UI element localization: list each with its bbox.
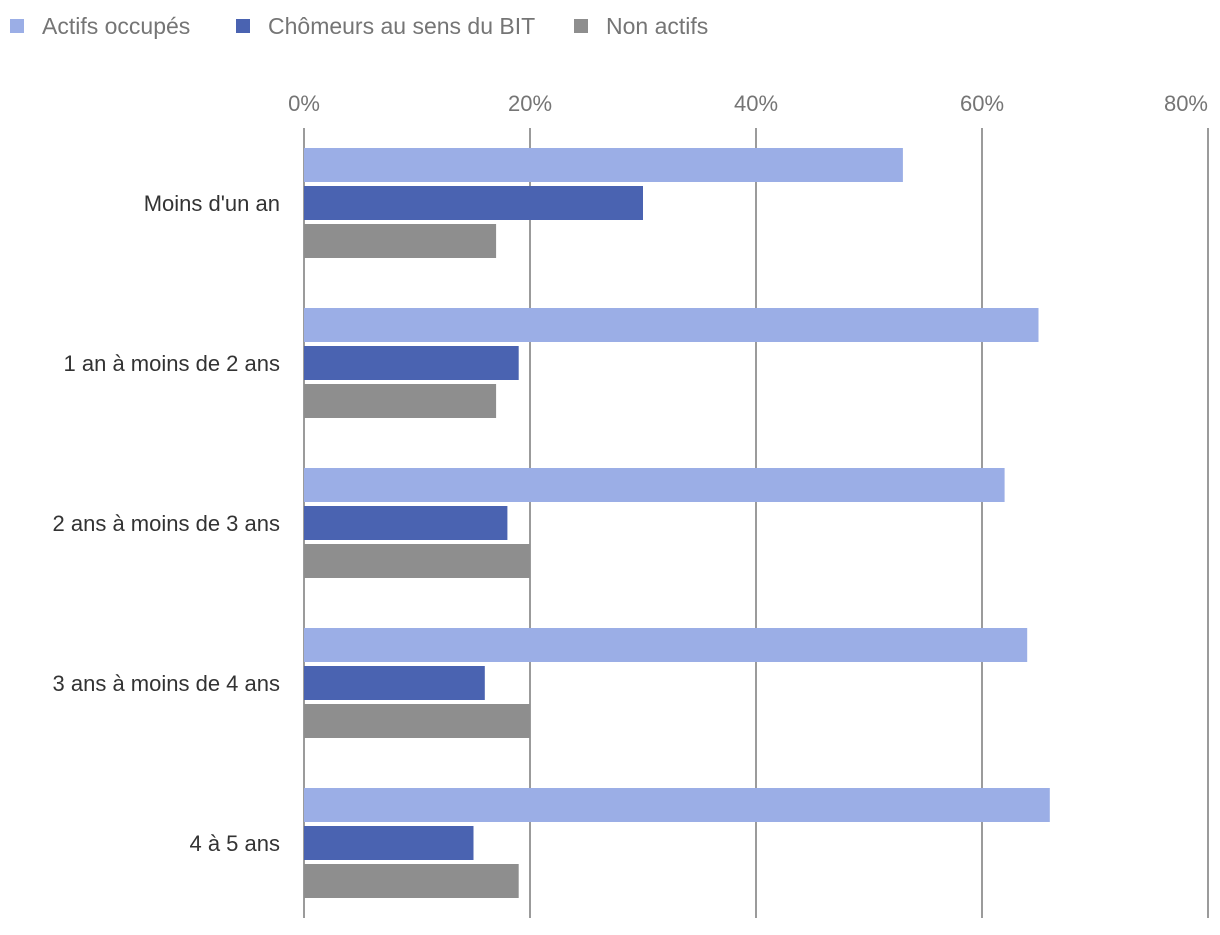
legend-swatch-2 [236, 19, 250, 33]
x-tick-label: 80% [1164, 91, 1208, 116]
bar-3-4 [304, 704, 530, 738]
legend-swatch-3 [574, 19, 588, 33]
category-label: 2 ans à moins de 3 ans [53, 511, 280, 536]
category-label: 3 ans à moins de 4 ans [53, 671, 280, 696]
bar-2-2 [304, 346, 519, 380]
bar-2-4 [304, 666, 485, 700]
bars [304, 148, 1050, 898]
x-tick-label: 60% [960, 91, 1004, 116]
legend-label-3: Non actifs [606, 13, 708, 39]
gridlines [303, 128, 1209, 918]
bar-1-5 [304, 788, 1050, 822]
bar-2-1 [304, 186, 643, 220]
bar-3-2 [304, 384, 497, 418]
category-label: 4 à 5 ans [189, 831, 280, 856]
bar-3-1 [304, 224, 497, 258]
bar-1-3 [304, 468, 1005, 502]
bar-1-2 [304, 308, 1039, 342]
bar-2-3 [304, 506, 508, 540]
x-tick-label: 20% [508, 91, 552, 116]
bar-3-3 [304, 544, 530, 578]
bar-2-5 [304, 826, 474, 860]
legend-label-1: Actifs occupés [42, 13, 190, 39]
y-axis-categories: Moins d'un an 1 an à moins de 2 ans 2 ans … [53, 191, 280, 856]
legend-label-2: Chômeurs au sens du BIT [268, 13, 535, 39]
legend: Actifs occupés Chômeurs au sens du BIT Non… [10, 13, 708, 39]
x-axis-ticks: 0% 20% 40% 60% 80% [288, 91, 1208, 116]
category-label: 1 an à moins de 2 ans [64, 351, 280, 376]
x-tick-label: 40% [734, 91, 778, 116]
bar-3-5 [304, 864, 519, 898]
bar-1-4 [304, 628, 1028, 662]
x-tick-label: 0% [288, 91, 320, 116]
category-label: Moins d'un an [144, 191, 280, 216]
legend-swatch-1 [10, 19, 24, 33]
bar-1-1 [304, 148, 903, 182]
